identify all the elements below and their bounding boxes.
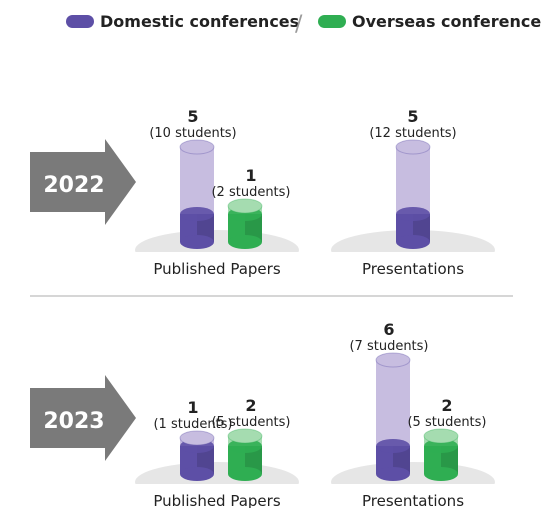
overseas-bar <box>227 198 263 249</box>
domestic-bar-solid-top <box>376 439 410 453</box>
domestic-bar-solid-shade <box>393 446 410 474</box>
domestic-bar-cap <box>179 139 215 155</box>
overseas-bar-cap <box>227 198 263 214</box>
domestic-bar-glass-shade <box>393 360 410 446</box>
domestic-bar-solid-top <box>396 207 430 221</box>
overseas-bar-bottom <box>228 235 262 249</box>
platform-mask <box>329 484 497 504</box>
platform-mask <box>133 252 301 272</box>
overseas-bar-cap <box>227 428 263 444</box>
domestic-bar-cap <box>395 139 431 155</box>
year-label-2023: 2023 <box>43 409 104 434</box>
domestic-bar-glass-shade <box>413 147 430 214</box>
students-label: (2 students) <box>211 185 290 200</box>
category-label: Presentations <box>362 260 464 278</box>
students-label: (1 students) <box>153 417 232 432</box>
category-label: Presentations <box>362 492 464 508</box>
count-label: 5 <box>187 107 198 126</box>
legend-label-overseas: Overseas conferences <box>352 12 542 31</box>
overseas-bar-solid-shade <box>245 214 262 242</box>
year-arrow-2022: 2022 <box>30 139 136 225</box>
overseas-bar-solid-shade <box>441 446 458 474</box>
legend: Domestic conferences / Overseas conferen… <box>66 12 542 37</box>
platform-mask <box>329 252 497 272</box>
legend-swatch-overseas <box>318 15 346 28</box>
students-label: (5 students) <box>407 415 486 430</box>
domestic-bar-solid-top <box>180 207 214 221</box>
count-label: 1 <box>187 398 198 417</box>
category-label: Published Papers <box>153 492 280 508</box>
students-label: (5 students) <box>211 415 290 430</box>
panel-2022-presentations: Presentations 5(12 students) <box>329 107 497 278</box>
count-label: 5 <box>407 107 418 126</box>
legend-swatch-domestic <box>66 15 94 28</box>
overseas-bar-bottom <box>228 467 262 481</box>
arrow-shape-2023 <box>30 375 136 461</box>
count-label: 1 <box>245 166 256 185</box>
panel-2023-papers: Published Papers 1(1 students) 2(5 student… <box>133 396 301 508</box>
domestic-bar-solid-shade <box>197 446 214 474</box>
platform-mask <box>133 484 301 504</box>
legend-label-domestic: Domestic conferences <box>100 12 299 31</box>
domestic-bar-cap <box>179 430 215 446</box>
domestic-bar-glass-shade <box>197 147 214 214</box>
students-label: (7 students) <box>349 339 428 354</box>
domestic-bar-bottom <box>396 235 430 249</box>
domestic-bar-solid-shade <box>413 214 430 242</box>
students-label: (10 students) <box>149 126 236 141</box>
year-label-2022: 2022 <box>43 173 104 198</box>
domestic-bar <box>179 430 215 481</box>
domestic-bar-solid-shade <box>197 214 214 242</box>
overseas-bar <box>227 428 263 481</box>
domestic-bar-bottom <box>180 235 214 249</box>
panel-2023-presentations: Presentations 6(7 students) 2(5 students) <box>329 320 497 508</box>
panel-2022-papers: Published Papers 5(10 students) 1(2 studen… <box>133 107 301 278</box>
overseas-bar-solid-top <box>228 439 262 453</box>
overseas-bar-bottom <box>424 467 458 481</box>
legend-separator: / <box>295 12 303 37</box>
domestic-bar-bottom <box>376 467 410 481</box>
domestic-bar-cap <box>375 352 411 368</box>
count-label: 2 <box>245 396 256 415</box>
overseas-bar-cap <box>423 428 459 444</box>
year-arrow-2023: 2023 <box>30 375 136 461</box>
count-label: 2 <box>441 396 452 415</box>
category-label: Published Papers <box>153 260 280 278</box>
overseas-bar-solid-shade <box>245 446 262 474</box>
count-label: 6 <box>383 320 394 339</box>
domestic-bar <box>395 139 431 249</box>
students-label: (12 students) <box>369 126 456 141</box>
overseas-bar-solid-top <box>424 439 458 453</box>
domestic-bar <box>375 352 411 481</box>
overseas-bar <box>423 428 459 481</box>
arrow-shape-2022 <box>30 139 136 225</box>
domestic-bar <box>179 139 215 249</box>
domestic-bar-bottom <box>180 467 214 481</box>
